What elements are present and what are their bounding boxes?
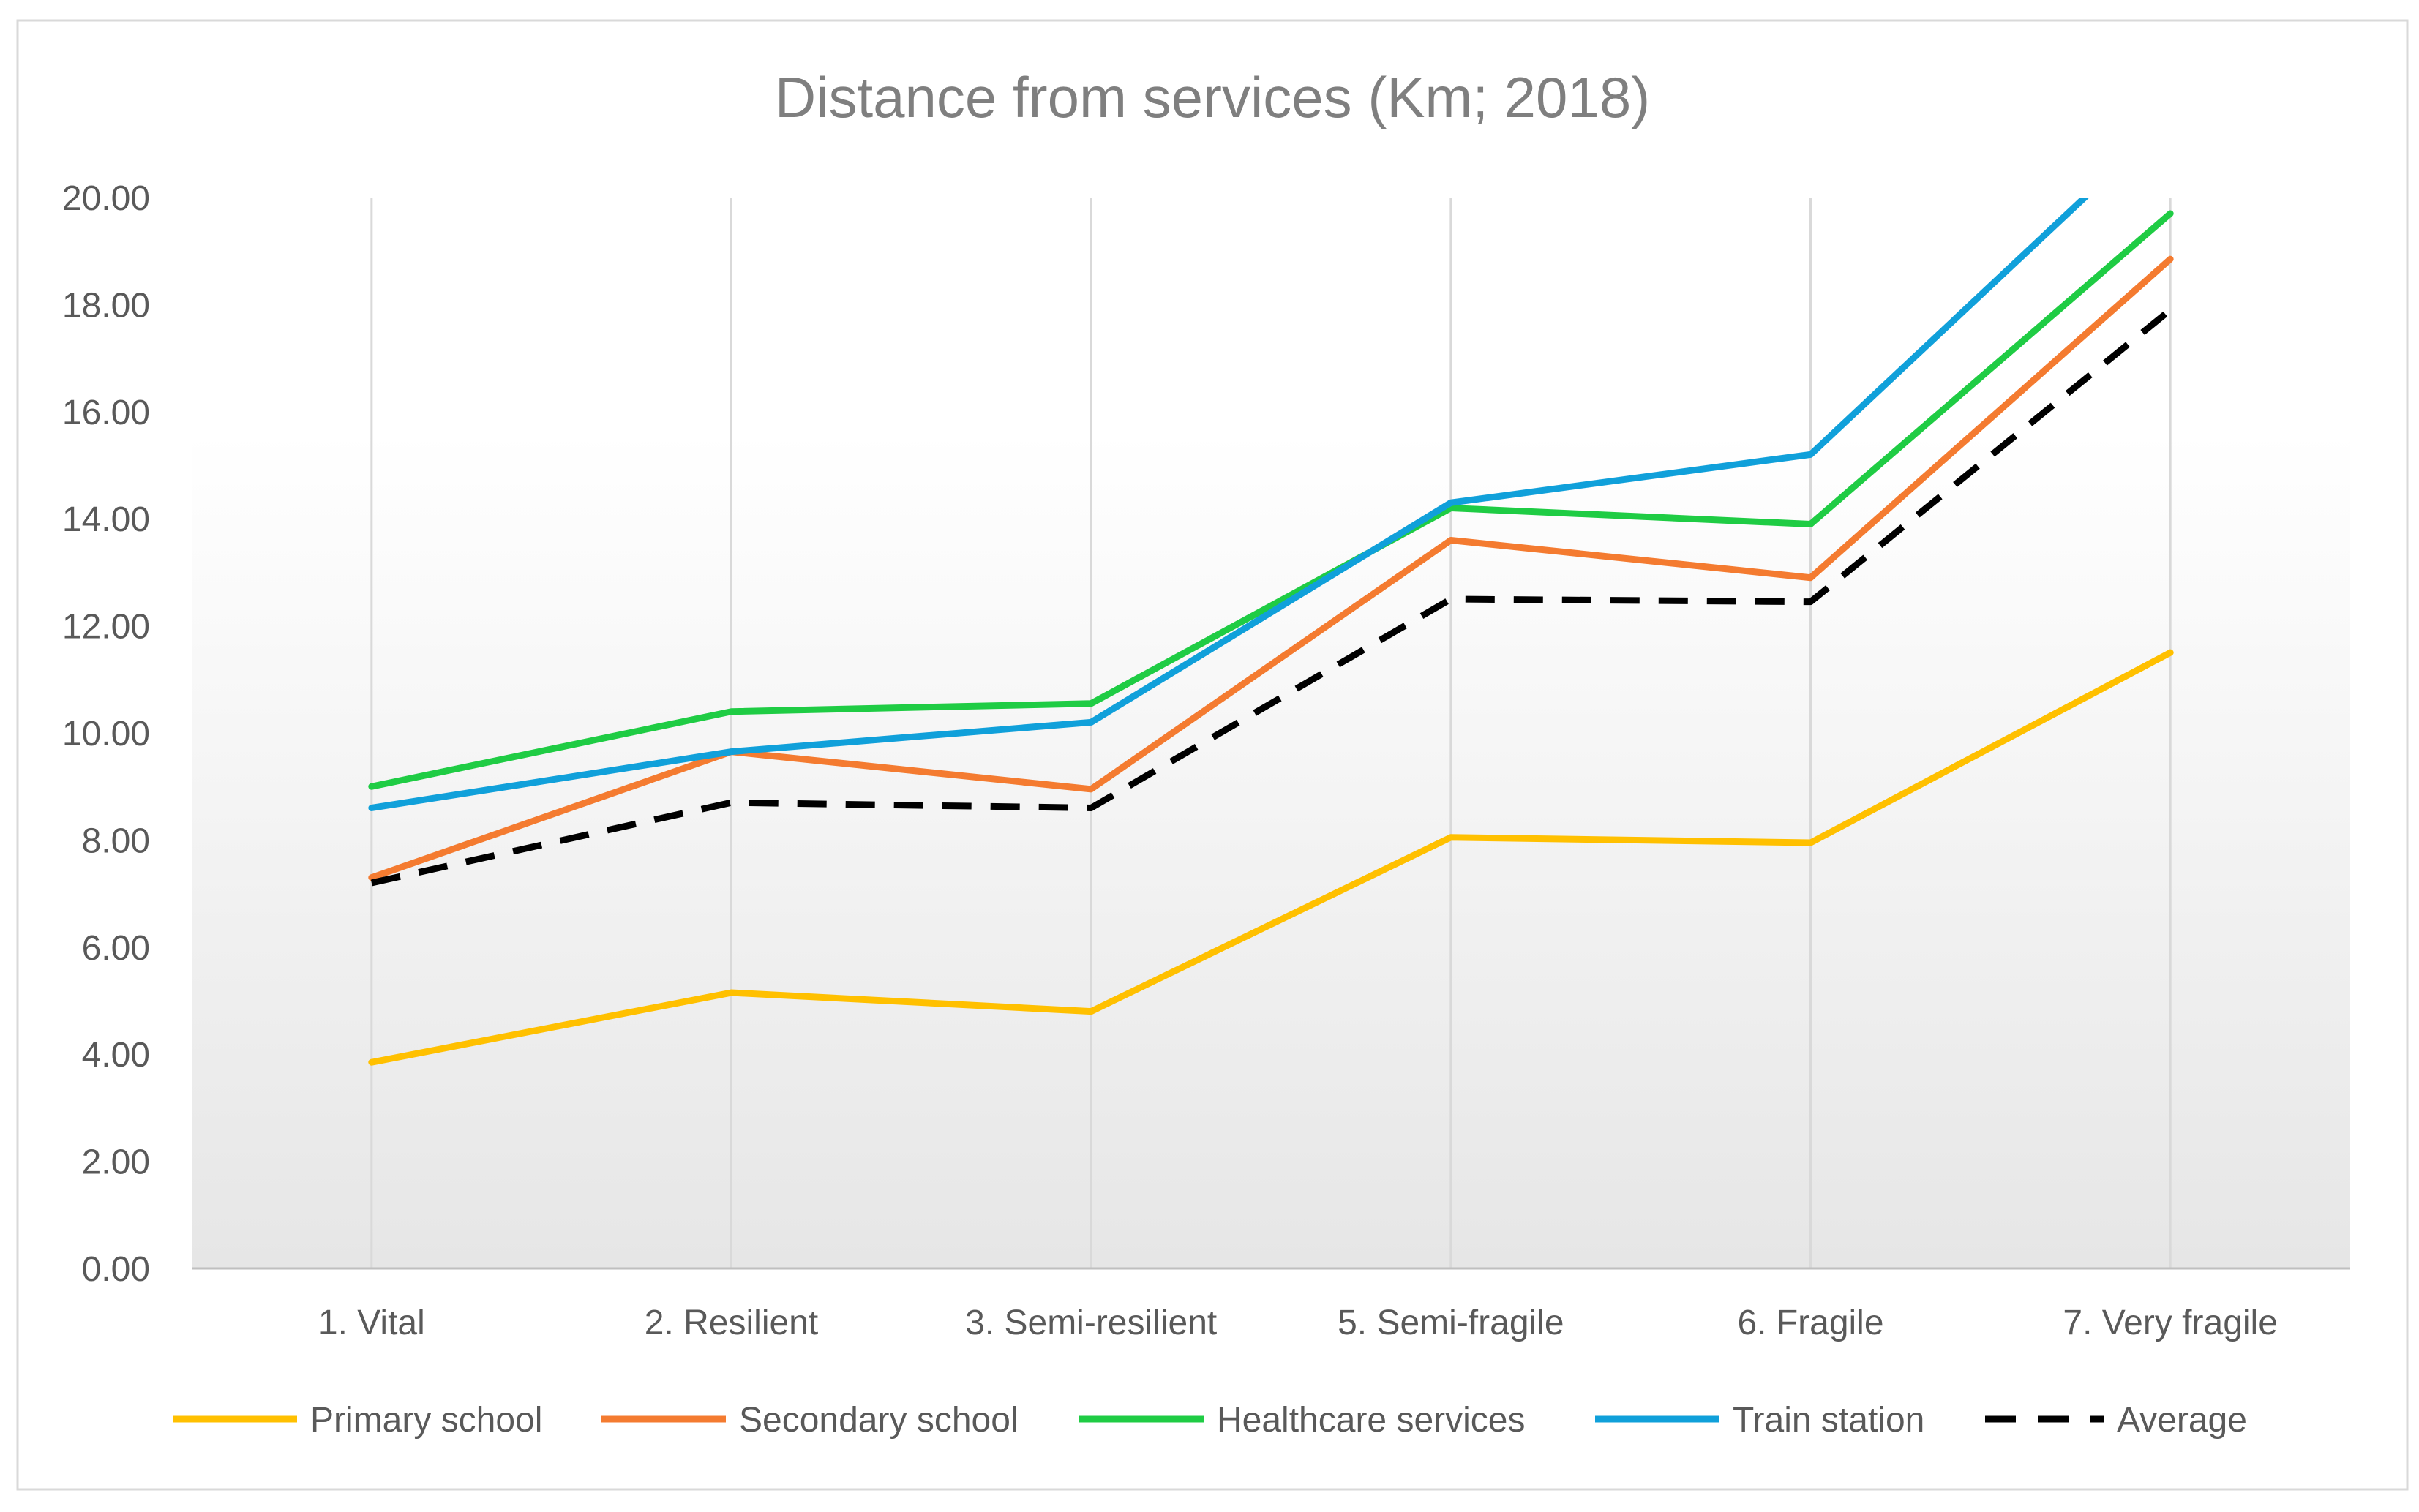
series-line-secondary-school bbox=[368, 255, 2174, 881]
y-tick-label: 20.00 bbox=[62, 179, 150, 218]
y-tick-label: 14.00 bbox=[62, 500, 150, 539]
series-line-primary-school bbox=[368, 649, 2174, 1066]
legend-label: Secondary school bbox=[739, 1401, 1019, 1440]
y-tick-label: 10.00 bbox=[62, 715, 150, 753]
x-tick-label: 6. Fragile bbox=[1737, 1304, 1883, 1342]
y-tick-label: 0.00 bbox=[82, 1250, 150, 1289]
y-tick-label: 8.00 bbox=[82, 821, 150, 860]
x-axis: 1. Vital 2. Resilient 3. Semi-resilient 5. … bbox=[192, 1267, 2350, 1342]
y-tick-label: 18.00 bbox=[62, 286, 150, 325]
series-lines bbox=[368, 198, 2174, 1066]
y-tick-label: 2.00 bbox=[82, 1143, 150, 1182]
legend-label: Train station bbox=[1733, 1401, 1924, 1440]
chart-title: Distance from services (Km; 2018) bbox=[775, 65, 1650, 129]
legend-label: Primary school bbox=[310, 1401, 542, 1440]
y-axis: 0.00 2.00 4.00 6.00 8.00 10.00 12.00 14.00 16.00… bbox=[62, 179, 150, 1289]
series-line-average bbox=[370, 307, 2173, 887]
x-tick-label: 5. Semi-fragile bbox=[1338, 1304, 1564, 1342]
legend-label: Healthcare services bbox=[1217, 1401, 1526, 1440]
legend: Primary school Secondary school Healthcare… bbox=[173, 1401, 2247, 1440]
series-line-healthcare-services bbox=[368, 210, 2174, 790]
y-tick-label: 6.00 bbox=[82, 929, 150, 968]
x-tick-label: 2. Resilient bbox=[645, 1304, 818, 1342]
plot-area bbox=[192, 198, 2350, 1268]
y-tick-label: 4.00 bbox=[82, 1036, 150, 1075]
legend-label: Average bbox=[2117, 1401, 2247, 1440]
gridlines bbox=[370, 198, 2172, 1268]
y-tick-label: 12.00 bbox=[62, 608, 150, 647]
x-tick-label: 1. Vital bbox=[318, 1304, 425, 1342]
series-line-train-station bbox=[368, 198, 2090, 811]
x-tick-label: 3. Semi-resilient bbox=[965, 1304, 1217, 1342]
y-tick-label: 16.00 bbox=[62, 394, 150, 432]
x-tick-label: 7. Very fragile bbox=[2063, 1304, 2277, 1342]
